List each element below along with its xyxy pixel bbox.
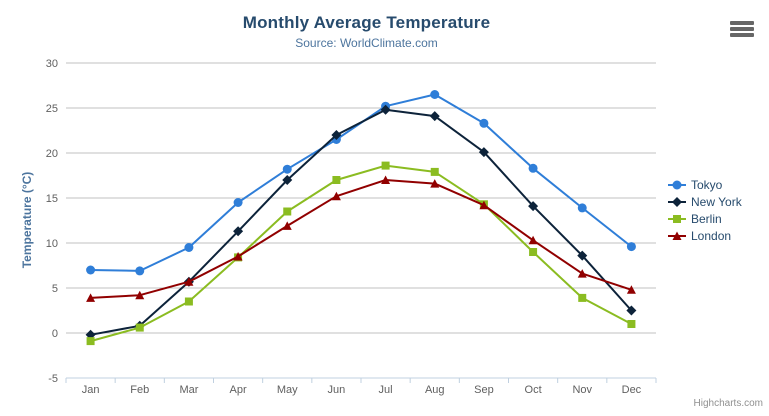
highcharts-credit[interactable]: Highcharts.com — [693, 398, 763, 409]
y-axis-labels: -5 0 5 10 15 20 25 30 — [46, 58, 58, 385]
svg-text:10: 10 — [46, 238, 58, 250]
legend-item-label: Berlin — [691, 211, 722, 226]
svg-text:Mar: Mar — [179, 384, 198, 396]
svg-text:Nov: Nov — [572, 384, 592, 396]
legend-marker-icon — [668, 214, 686, 223]
svg-text:-5: -5 — [48, 373, 58, 385]
legend-item-tokyo[interactable]: Tokyo — [668, 176, 742, 193]
svg-text:Dec: Dec — [622, 384, 642, 396]
legend-marker-icon — [668, 180, 686, 189]
hamburger-bar — [730, 33, 754, 37]
svg-text:May: May — [277, 384, 298, 396]
legend-item-london[interactable]: London — [668, 227, 742, 244]
svg-text:15: 15 — [46, 193, 58, 205]
svg-text:Feb: Feb — [130, 384, 149, 396]
legend-item-berlin[interactable]: Berlin — [668, 210, 742, 227]
y-axis-title: Temperature (°C) — [20, 171, 34, 269]
x-axis: Jan Feb Mar Apr May Jun Jul Aug Sep Oct Nov Dec — [65, 377, 657, 396]
series-tokyo — [86, 90, 636, 276]
chart-subtitle: Source: WorldClimate.com — [295, 36, 438, 50]
svg-text:Jun: Jun — [328, 384, 346, 396]
series-new-york — [85, 104, 637, 340]
svg-text:Oct: Oct — [525, 384, 542, 396]
legend-item-label: London — [691, 228, 732, 243]
svg-text:25: 25 — [46, 103, 58, 115]
svg-text:Apr: Apr — [230, 384, 247, 396]
series-london — [86, 175, 636, 302]
legend: Tokyo New York Berlin London — [668, 176, 742, 244]
export-menu-icon[interactable] — [730, 21, 754, 37]
svg-text:20: 20 — [46, 148, 58, 160]
legend-item-label: New York — [691, 194, 742, 209]
svg-text:Sep: Sep — [474, 384, 494, 396]
legend-item-label: Tokyo — [691, 177, 723, 192]
svg-text:0: 0 — [52, 328, 58, 340]
legend-marker-icon — [668, 231, 686, 240]
hamburger-bar — [730, 21, 754, 25]
svg-text:Jul: Jul — [379, 384, 393, 396]
grid-lines — [66, 62, 656, 334]
svg-text:30: 30 — [46, 58, 58, 70]
legend-marker-icon — [668, 196, 686, 207]
svg-text:5: 5 — [52, 283, 58, 295]
legend-item-new-york[interactable]: New York — [668, 193, 742, 210]
hamburger-bar — [730, 27, 754, 31]
chart-title: Monthly Average Temperature — [242, 13, 491, 32]
svg-text:Aug: Aug — [425, 384, 445, 396]
svg-text:Jan: Jan — [82, 384, 100, 396]
